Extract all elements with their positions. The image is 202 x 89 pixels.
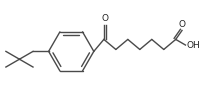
Text: O: O	[101, 14, 108, 23]
Text: O: O	[178, 20, 185, 29]
Text: OH: OH	[186, 41, 200, 50]
